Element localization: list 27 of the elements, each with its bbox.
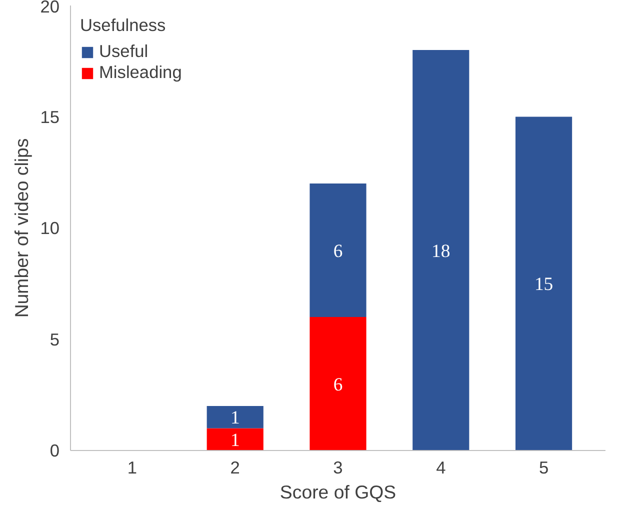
data-label: 1 — [230, 408, 240, 429]
x-tick-label: 4 — [436, 458, 446, 478]
bar — [412, 50, 470, 450]
legend-label: Misleading — [99, 62, 182, 83]
y-tick-label: 5 — [50, 329, 60, 350]
y-tick-label: 15 — [40, 106, 60, 127]
data-label: 1 — [230, 430, 240, 451]
x-axis-title: Score of GQS — [280, 482, 396, 502]
legend-title: Usefulness — [80, 15, 167, 36]
x-tick-label: 3 — [333, 458, 343, 478]
y-tick-label: 20 — [40, 0, 60, 16]
y-tick-label: 0 — [50, 440, 60, 460]
x-tick-label: 5 — [538, 458, 549, 478]
bar — [206, 428, 264, 450]
bar — [206, 406, 264, 428]
bar — [515, 116, 572, 450]
bar — [310, 317, 366, 450]
data-label: 18 — [432, 240, 450, 262]
bar — [310, 184, 366, 317]
y-axis-title: Number of video clips — [11, 138, 32, 318]
x-tick-label: 2 — [230, 458, 240, 478]
data-label: 6 — [333, 374, 343, 396]
y-tick-label: 10 — [40, 218, 60, 238]
x-tick-label: 1 — [127, 458, 138, 478]
legend-label: Useful — [99, 41, 148, 62]
data-label: 15 — [534, 274, 554, 296]
data-label: 6 — [333, 240, 343, 262]
